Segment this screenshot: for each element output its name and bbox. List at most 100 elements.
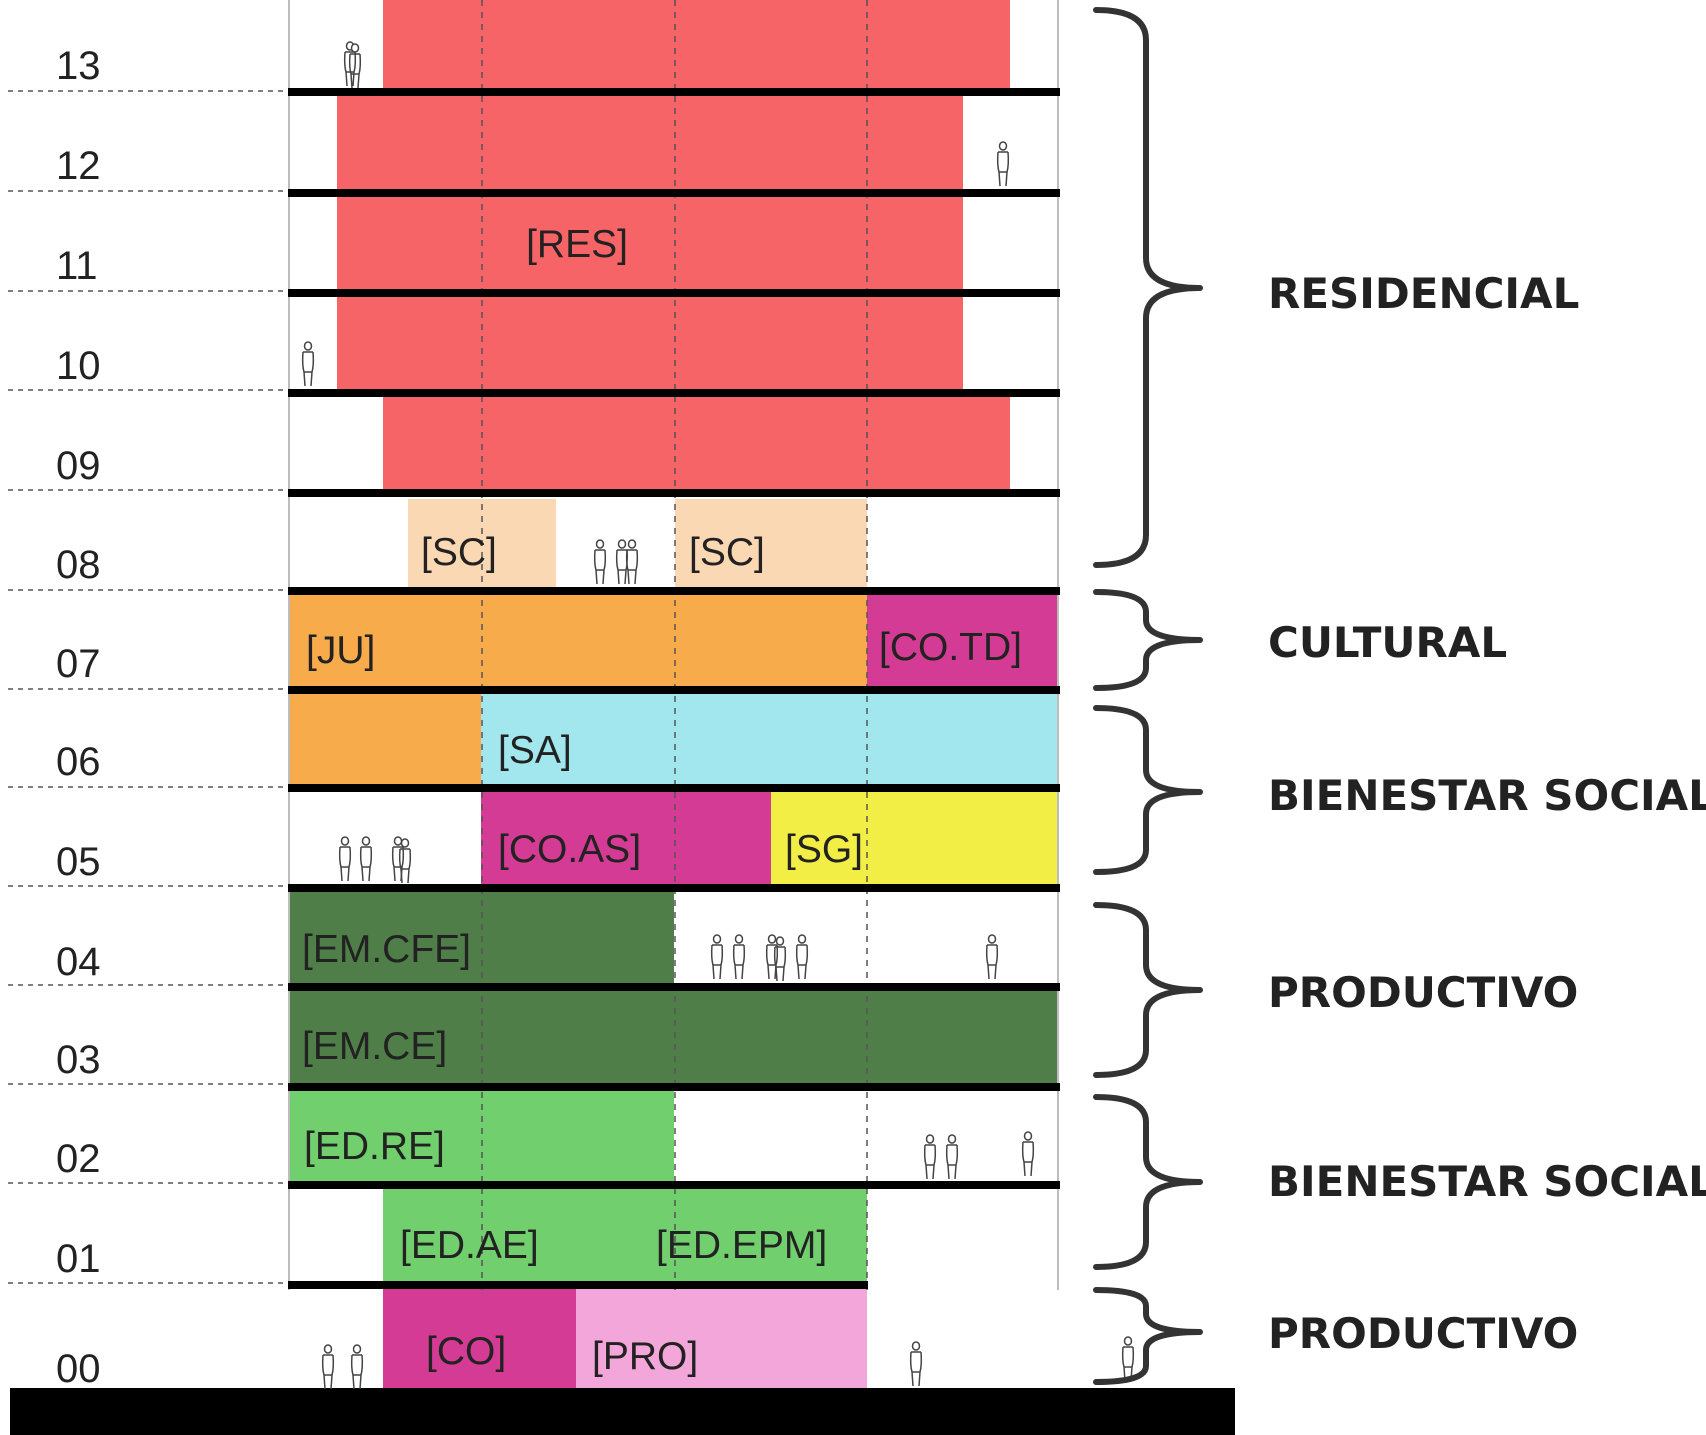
program-labels: [RES] [SC] [SC] [JU] [CO.TD] [SA] [CO.AS… (302, 223, 1022, 1378)
group-label-bienestar-social: BIENESTAR SOCIAL (1268, 1157, 1706, 1206)
floor-number: 03 (56, 1038, 101, 1082)
block-residencial-10 (337, 293, 963, 393)
block-co (383, 1288, 576, 1388)
floor-number: 11 (56, 244, 98, 288)
group-braces (1093, 7, 1203, 1385)
person-figure (710, 934, 724, 980)
label-co-td: [CO.TD] (879, 626, 1022, 669)
block-ed-ae-epm (383, 1188, 867, 1281)
label-sc-right: [SC] (689, 531, 765, 574)
brace-productivo-1 (1093, 902, 1203, 1078)
label-em-ce: [EM.CE] (302, 1025, 447, 1068)
floor-number: 07 (56, 642, 101, 686)
level-lines (8, 90, 288, 1284)
person-figure (945, 1134, 959, 1180)
block-em-cfe (288, 890, 674, 984)
slab (288, 784, 1060, 792)
group-labels: RESIDENCIAL CULTURAL BIENESTAR SOCIAL PR… (1268, 269, 1706, 1358)
slab (288, 489, 1060, 497)
person-figure (1121, 1336, 1135, 1382)
floor-number: 12 (56, 144, 101, 188)
label-ed-epm: [ED.EPM] (656, 1224, 827, 1267)
label-co: [CO] (426, 1330, 506, 1373)
person-figure (398, 838, 412, 884)
label-em-cfe: [EM.CFE] (302, 928, 471, 971)
floor-number: 05 (56, 840, 101, 884)
floor-number: 09 (56, 444, 101, 488)
floor-number: 02 (56, 1137, 101, 1181)
slab (288, 389, 1060, 397)
slab (288, 88, 1060, 96)
label-pro: [PRO] (592, 1335, 698, 1378)
block-co-as (481, 792, 771, 884)
slab (288, 1281, 868, 1289)
block-sa (481, 692, 1059, 784)
person-figure (301, 341, 315, 387)
brace-bienestar-1 (1093, 705, 1203, 875)
block-ju-06 (288, 692, 481, 784)
person-figure (795, 934, 809, 980)
floor-number: 10 (56, 344, 101, 388)
brace-residencial (1093, 7, 1203, 568)
floor-number: 04 (56, 940, 101, 984)
floor-number: 13 (56, 44, 101, 88)
block-ju (288, 594, 867, 686)
label-sg: [SG] (785, 828, 863, 871)
slab (288, 587, 1060, 595)
group-label-residencial: RESIDENCIAL (1268, 269, 1579, 318)
block-sg (771, 792, 1059, 884)
person-figure (1021, 1131, 1035, 1177)
label-ed-ae: [ED.AE] (400, 1224, 539, 1267)
floor-slabs (10, 88, 1235, 1435)
floor-numbers: 13 12 11 10 09 08 07 06 05 04 03 02 01 0… (56, 44, 101, 1391)
label-sc-left: [SC] (421, 531, 497, 574)
block-sc-right (675, 499, 867, 588)
person-figure (625, 539, 639, 585)
person-figure (615, 539, 629, 585)
brace-cultural (1093, 589, 1203, 691)
slab (288, 983, 1060, 991)
slab (288, 289, 1060, 297)
building-outline (288, 0, 1059, 1290)
person-figure (996, 141, 1010, 187)
person-figure (985, 934, 999, 980)
label-ju: [JU] (306, 629, 375, 672)
slab (288, 686, 1060, 694)
block-pro (576, 1288, 867, 1388)
person-figure (593, 539, 607, 585)
person-figure (909, 1341, 923, 1387)
person-figure (359, 836, 373, 882)
group-label-productivo: PRODUCTIVO (1268, 968, 1578, 1017)
slab (288, 1083, 1060, 1091)
group-label-bienestar-social: BIENESTAR SOCIAL (1268, 771, 1706, 820)
slab (288, 884, 1060, 892)
label-sa: [SA] (498, 729, 572, 772)
block-residencial-13 (383, 0, 1010, 93)
slab (288, 1181, 1060, 1189)
person-figure (732, 934, 746, 980)
block-em-ce (288, 988, 1059, 1084)
person-figure (321, 1344, 335, 1390)
block-ed-re (288, 1090, 674, 1182)
floor-number: 01 (56, 1237, 101, 1281)
floor-number: 08 (56, 543, 101, 587)
ground-slab (10, 1388, 1235, 1435)
slab (288, 189, 1060, 197)
label-ed-re: [ED.RE] (304, 1125, 445, 1168)
group-label-productivo: PRODUCTIVO (1268, 1309, 1578, 1358)
person-figure (350, 1344, 364, 1390)
label-res: [RES] (526, 223, 628, 266)
program-blocks (288, 0, 1059, 1388)
person-figure (338, 836, 352, 882)
brace-productivo-2 (1093, 1287, 1203, 1385)
block-residencial-09 (383, 393, 1010, 493)
block-co-td (867, 594, 1059, 686)
label-co-as: [CO.AS] (498, 828, 641, 871)
group-label-cultural: CULTURAL (1268, 618, 1507, 667)
block-residencial-11 (337, 193, 963, 293)
floor-number: 06 (56, 740, 101, 784)
person-figure (923, 1134, 937, 1180)
floor-number: 00 (56, 1347, 101, 1391)
